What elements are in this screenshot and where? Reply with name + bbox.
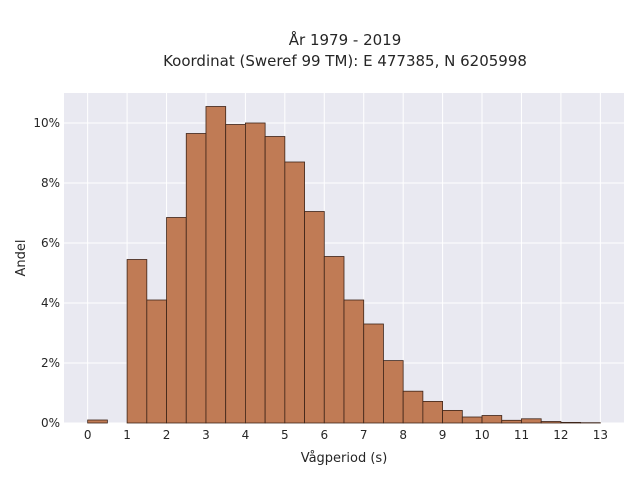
x-tick-label: 4 — [242, 428, 250, 442]
histogram-bar — [323, 256, 345, 424]
histogram-bar — [521, 418, 542, 424]
histogram-bar — [383, 360, 404, 424]
histogram-bar — [363, 323, 384, 424]
histogram-bar — [540, 421, 562, 424]
x-tick-label: 2 — [163, 428, 171, 442]
x-axis-ticks: 0 1 2 3 4 5 6 7 8 9 10 11 12 13 — [84, 428, 608, 442]
y-tick-label: 6% — [41, 236, 60, 250]
histogram-bar — [304, 211, 325, 424]
x-tick-label: 13 — [593, 428, 608, 442]
y-tick-label: 4% — [41, 296, 60, 310]
histogram-bar — [343, 299, 365, 424]
histogram-bar — [501, 419, 522, 424]
histogram-bar — [225, 124, 246, 424]
histogram-bar — [264, 136, 286, 424]
histogram-bar — [560, 421, 582, 424]
x-tick-label: 1 — [123, 428, 131, 442]
x-tick-label: 3 — [202, 428, 210, 442]
y-axis-label: Andel — [14, 240, 29, 277]
histogram-bar — [422, 400, 443, 424]
x-tick-label: 8 — [399, 428, 407, 442]
x-tick-label: 9 — [439, 428, 447, 442]
x-tick-label: 10 — [474, 428, 489, 442]
histogram-bar — [284, 161, 305, 424]
histogram-bar — [442, 409, 463, 424]
x-tick-label: 12 — [553, 428, 568, 442]
y-axis-ticks: 0% 2% 4% 6% 8% 10% — [33, 116, 60, 430]
histogram-bar — [126, 259, 148, 424]
histogram-bar — [481, 415, 503, 424]
y-tick-label: 8% — [41, 176, 60, 190]
chart-title: År 1979 - 2019 — [289, 30, 402, 49]
bars — [87, 106, 601, 424]
histogram-bar — [87, 419, 108, 424]
histogram-bar — [205, 106, 227, 424]
x-tick-label: 7 — [360, 428, 368, 442]
x-tick-label: 11 — [514, 428, 529, 442]
histogram-bar — [402, 390, 424, 424]
y-tick-label: 10% — [33, 116, 60, 130]
histogram-bar — [146, 299, 167, 424]
histogram-bar — [166, 217, 187, 424]
y-tick-label: 0% — [41, 416, 60, 430]
x-tick-label: 5 — [281, 428, 289, 442]
histogram-bar — [185, 133, 207, 424]
chart-subtitle: Koordinat (Sweref 99 TM): E 477385, N 62… — [163, 52, 527, 70]
y-tick-label: 2% — [41, 356, 60, 370]
x-axis-label: Vågperiod (s) — [301, 451, 388, 466]
x-tick-label: 6 — [320, 428, 328, 442]
histogram-bar — [245, 122, 266, 424]
histogram-bar — [461, 416, 483, 424]
x-tick-label: 0 — [84, 428, 92, 442]
